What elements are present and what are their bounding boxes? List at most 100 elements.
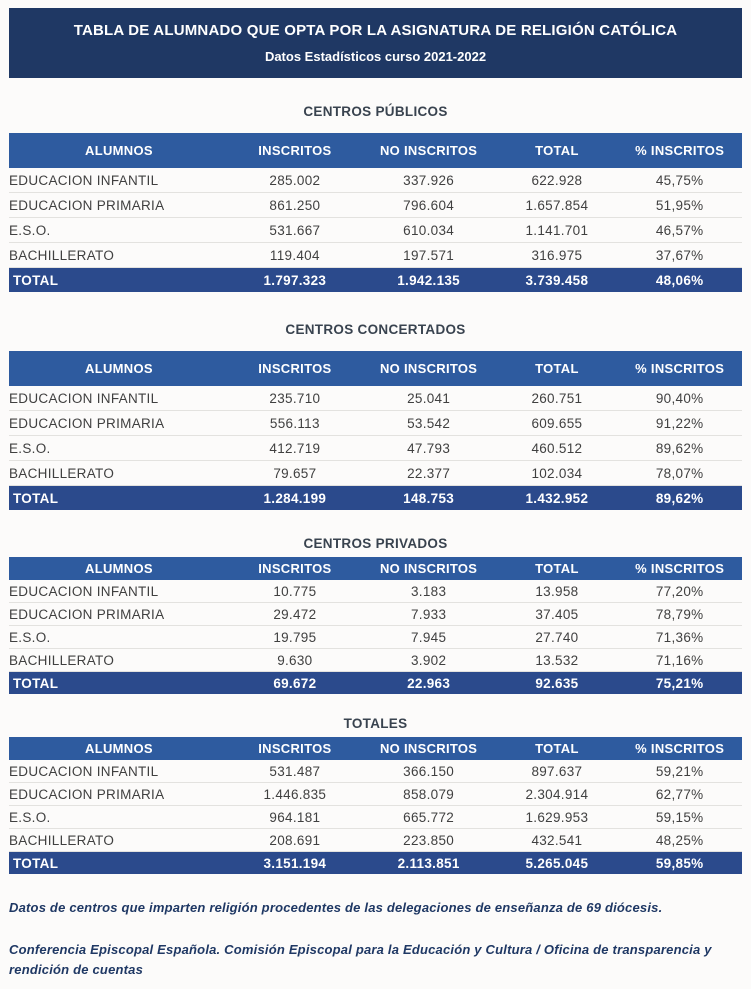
- row-label: BACHILLERATO: [9, 828, 229, 852]
- row-label: EDUCACION PRIMARIA: [9, 602, 229, 626]
- cell-value: 37.405: [496, 602, 618, 626]
- cell-value: 366.150: [360, 760, 497, 783]
- cell-value: 9.630: [228, 648, 361, 672]
- table-row: EDUCACION PRIMARIA 861.250 796.604 1.657.85…: [9, 192, 742, 218]
- table-row: BACHILLERATO 79.657 22.377 102.034 78,07%: [9, 460, 742, 486]
- data-table: ALUMNOS INSCRITOS NO INSCRITOS TOTAL% INSCR…: [9, 133, 742, 292]
- table-row: BACHILLERATO 9.630 3.902 13.532 71,16%: [9, 648, 742, 672]
- cell-value: 78,79%: [617, 602, 742, 626]
- document-subtitle: Datos Estadísticos curso 2021-2022: [264, 49, 487, 64]
- cell-value: 45,75%: [617, 168, 742, 193]
- table-section: CENTROS PÚBLICOS ALUMNOS INSCRITOS NO INSC…: [9, 104, 742, 292]
- table-row: EDUCACION PRIMARIA 556.113 53.542 609.655 91…: [9, 410, 742, 436]
- document-header-bar: TABLA DE ALUMNADO QUE OPTA POR LA ASIGNA…: [9, 8, 742, 78]
- total-value: 2.113.851: [360, 851, 497, 874]
- table-row: EDUCACION INFANTIL 285.002 337.926 622.928 4…: [9, 168, 742, 193]
- cell-value: 337.926: [360, 168, 497, 193]
- cell-value: 432.541: [496, 828, 618, 852]
- cell-value: 13.532: [496, 648, 618, 672]
- cell-value: 1.657.854: [496, 192, 618, 218]
- column-header: NO INSCRITOS: [360, 133, 497, 168]
- column-header: ALUMNOS: [9, 557, 229, 580]
- cell-value: 412.719: [228, 435, 361, 461]
- cell-value: 59,15%: [617, 805, 742, 829]
- total-value: 22.963: [360, 671, 497, 694]
- data-table: ALUMNOS INSCRITOS NO INSCRITOS TOTAL% INSCR…: [9, 737, 742, 874]
- table-row: BACHILLERATO 208.691 223.850 432.541 48,25%: [9, 828, 742, 852]
- table-row: E.S.O. 964.181 665.772 1.629.953 59,15%: [9, 805, 742, 829]
- table-row: EDUCACION INFANTIL 10.775 3.183 13.958 77,20…: [9, 580, 742, 603]
- row-label: BACHILLERATO: [9, 242, 229, 268]
- column-header: NO INSCRITOS: [360, 351, 497, 386]
- total-value: 148.753: [360, 485, 497, 510]
- row-label: E.S.O.: [9, 435, 229, 461]
- row-label: BACHILLERATO: [9, 460, 229, 486]
- section-title: CENTROS PÚBLICOS: [303, 104, 448, 119]
- total-value: 1.432.952: [496, 485, 618, 510]
- section-title: TOTALES: [343, 716, 408, 731]
- column-header: NO INSCRITOS: [360, 737, 497, 760]
- total-value: 75,21%: [617, 671, 742, 694]
- data-table: ALUMNOS INSCRITOS NO INSCRITOS TOTAL% INSCR…: [9, 557, 742, 694]
- section-title: CENTROS PRIVADOS: [303, 536, 448, 551]
- row-label: EDUCACION INFANTIL: [9, 580, 229, 603]
- cell-value: 10.775: [228, 580, 361, 603]
- column-header: % INSCRITOS: [617, 557, 742, 580]
- footnote-source-dioceses: Datos de centros que imparten religión p…: [9, 900, 663, 915]
- total-value: 48,06%: [617, 267, 742, 292]
- total-value: 3.151.194: [228, 851, 361, 874]
- total-value: 1.942.135: [360, 267, 497, 292]
- cell-value: 78,07%: [617, 460, 742, 486]
- column-header: % INSCRITOS: [617, 351, 742, 386]
- cell-value: 609.655: [496, 410, 618, 436]
- column-header: ALUMNOS: [9, 133, 229, 168]
- footnotes: Datos de centros que imparten religión p…: [9, 898, 742, 980]
- table-row: EDUCACION INFANTIL 531.487 366.150 897.637 5…: [9, 760, 742, 783]
- row-label: E.S.O.: [9, 217, 229, 243]
- cell-value: 556.113: [228, 410, 361, 436]
- cell-value: 796.604: [360, 192, 497, 218]
- column-header: ALUMNOS: [9, 351, 229, 386]
- cell-value: 3.183: [360, 580, 497, 603]
- cell-value: 7.945: [360, 625, 497, 649]
- table-row: EDUCACION PRIMARIA 29.472 7.933 37.405 78,79…: [9, 602, 742, 626]
- column-header: INSCRITOS: [228, 351, 361, 386]
- table-body: EDUCACION INFANTIL 531.487 366.150 897.637 5…: [9, 760, 742, 874]
- cell-value: 48,25%: [617, 828, 742, 852]
- table-row: E.S.O. 412.719 47.793 460.512 89,62%: [9, 435, 742, 461]
- cell-value: 51,95%: [617, 192, 742, 218]
- cell-value: 610.034: [360, 217, 497, 243]
- table-header-row: ALUMNOS INSCRITOS NO INSCRITOS TOTAL% INSCR…: [9, 351, 742, 386]
- table-row: E.S.O. 531.667 610.034 1.141.701 46,57%: [9, 217, 742, 243]
- cell-value: 29.472: [228, 602, 361, 626]
- total-label: TOTAL: [9, 671, 229, 694]
- table-body: EDUCACION INFANTIL 285.002 337.926 622.928 4…: [9, 168, 742, 292]
- row-label: EDUCACION PRIMARIA: [9, 410, 229, 436]
- cell-value: 897.637: [496, 760, 618, 783]
- cell-value: 1.141.701: [496, 217, 618, 243]
- total-value: 3.739.458: [496, 267, 618, 292]
- cell-value: 531.487: [228, 760, 361, 783]
- footnote-source-conference: Conferencia Episcopal Española. Comisión…: [9, 942, 712, 978]
- table-row: EDUCACION INFANTIL 235.710 25.041 260.751 90…: [9, 386, 742, 411]
- cell-value: 27.740: [496, 625, 618, 649]
- column-header: % INSCRITOS: [617, 737, 742, 760]
- cell-value: 7.933: [360, 602, 497, 626]
- row-label: EDUCACION PRIMARIA: [9, 192, 229, 218]
- column-header: ALUMNOS: [9, 737, 229, 760]
- cell-value: 665.772: [360, 805, 497, 829]
- data-table: ALUMNOS INSCRITOS NO INSCRITOS TOTAL % INSCR…: [9, 351, 742, 510]
- total-label: TOTAL: [9, 485, 229, 510]
- column-header: NO INSCRITOS: [360, 557, 497, 580]
- cell-value: 46,57%: [617, 217, 742, 243]
- cell-value: 19.795: [228, 625, 361, 649]
- total-value: 89,62%: [617, 485, 742, 510]
- cell-value: 89,62%: [617, 435, 742, 461]
- column-header: % INSCRITOS: [617, 133, 742, 168]
- total-label: TOTAL: [9, 267, 229, 292]
- cell-value: 260.751: [496, 386, 618, 411]
- table-section: TOTALES ALUMNOS INSCRITOS NO INSCRITOS TOTA…: [9, 716, 742, 874]
- cell-value: 622.928: [496, 168, 618, 193]
- total-row: TOTAL 3.151.194 2.113.851 5.265.045 59,85%: [9, 851, 742, 874]
- row-label: E.S.O.: [9, 805, 229, 829]
